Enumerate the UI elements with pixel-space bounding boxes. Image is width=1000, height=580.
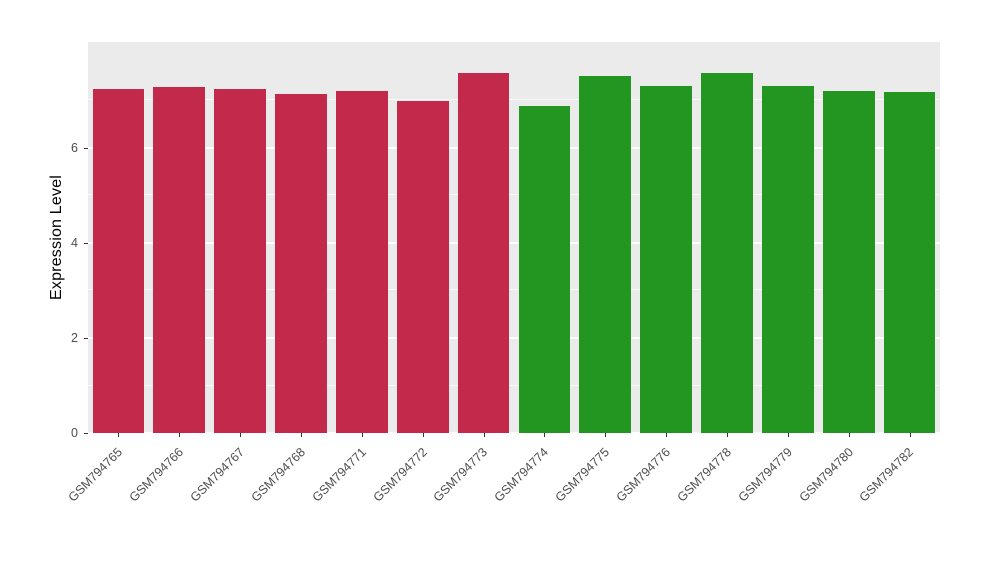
x-tick-mark <box>787 433 789 437</box>
x-tick-label: GSM794782 <box>856 445 917 505</box>
bar <box>92 89 145 433</box>
x-tick-label: GSM794776 <box>613 445 674 505</box>
y-tick-label: 0 <box>71 426 78 440</box>
x-tick-label: GSM794780 <box>796 445 856 505</box>
x-tick-mark <box>666 433 668 437</box>
bar <box>761 85 814 433</box>
x-tick-mark <box>727 433 728 437</box>
gridline-minor <box>88 384 940 386</box>
bar <box>822 90 875 433</box>
y-tick-mark <box>84 337 88 339</box>
x-tick-mark <box>422 433 424 437</box>
bar <box>701 73 753 433</box>
x-tick-mark <box>605 433 607 437</box>
bar <box>396 101 449 433</box>
x-tick-label: GSM794768 <box>248 445 308 505</box>
x-tick-mark <box>483 433 485 437</box>
bar <box>153 87 206 433</box>
gridline-minor <box>88 194 940 196</box>
x-tick-label: GSM794775 <box>552 445 613 505</box>
x-tick-label: GSM794765 <box>65 445 126 505</box>
gridline-major <box>88 336 940 339</box>
y-tick-mark <box>84 147 88 149</box>
y-tick-label: 6 <box>71 140 78 155</box>
bar <box>457 72 510 433</box>
x-tick-mark <box>848 433 850 437</box>
bar <box>335 90 388 433</box>
x-tick-label: GSM794767 <box>187 445 248 505</box>
chart-panel <box>88 42 940 434</box>
x-tick-label: GSM794778 <box>674 445 734 505</box>
x-tick-label: GSM794774 <box>491 445 552 505</box>
x-tick-label: GSM794773 <box>430 445 491 505</box>
gridline-minor <box>88 99 940 101</box>
x-tick-mark <box>240 433 242 437</box>
x-tick-mark <box>361 433 363 437</box>
x-tick-label: GSM794772 <box>370 445 430 505</box>
x-tick-mark <box>118 433 120 437</box>
bar <box>883 92 936 433</box>
x-tick-mark <box>909 433 911 437</box>
y-tick-label: 2 <box>71 330 78 345</box>
bar <box>579 75 632 433</box>
y-tick-mark <box>84 433 88 434</box>
bar <box>275 93 327 433</box>
gridline-major <box>88 241 940 244</box>
x-tick-label: GSM794779 <box>735 445 795 505</box>
gridline-major <box>88 432 940 434</box>
x-tick-mark <box>544 433 546 437</box>
x-tick-label: GSM794771 <box>309 445 369 505</box>
gridline-major <box>88 146 940 149</box>
x-tick-mark <box>179 433 181 437</box>
gridline-minor <box>88 289 940 291</box>
x-tick-mark <box>301 433 302 437</box>
x-tick-label: GSM794766 <box>126 445 187 505</box>
bar <box>214 89 266 433</box>
bar <box>518 106 571 433</box>
bar <box>640 86 692 433</box>
y-tick-label: 4 <box>71 235 78 250</box>
y-tick-mark <box>84 242 88 244</box>
